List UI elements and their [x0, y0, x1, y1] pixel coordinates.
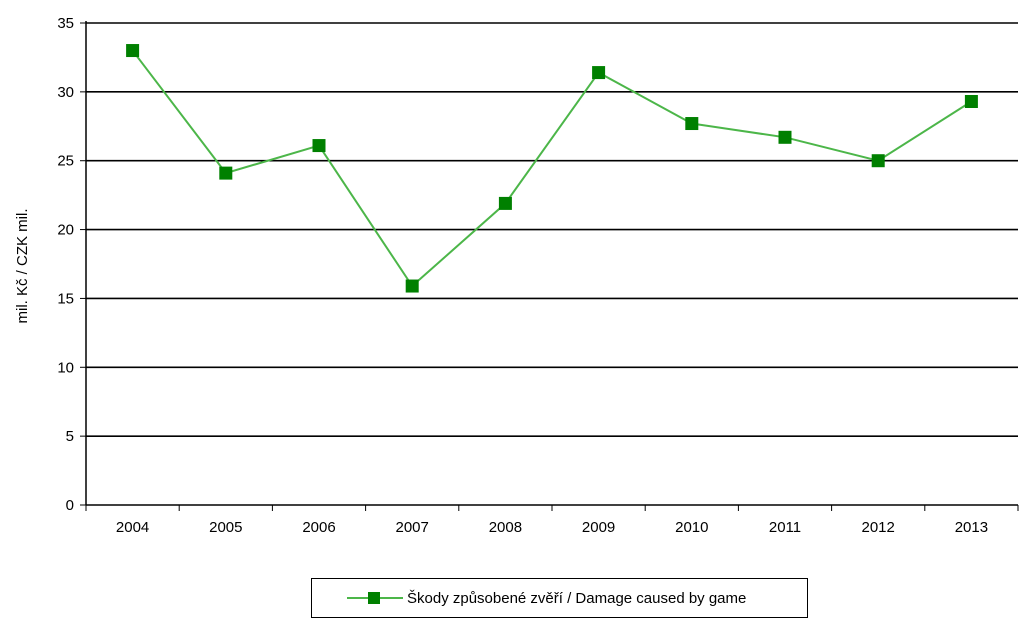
x-tick-label: 2009: [582, 519, 615, 536]
x-tick-label: 2011: [769, 519, 801, 536]
y-tick-labels: 0 5 10 15 20 25 30 35: [57, 15, 74, 514]
x-tick-labels: 2004 2005 2006 2007 2008 2009 2010 2011 2012 2013: [116, 519, 988, 536]
y-tick-label: 5: [66, 428, 74, 445]
data-point-marker: [965, 95, 978, 108]
data-point-marker: [779, 131, 792, 144]
axes: [80, 21, 1018, 511]
y-tick-label: 0: [66, 497, 74, 514]
y-tick-label: 10: [57, 359, 74, 376]
x-tick-label: 2013: [955, 519, 988, 536]
gridlines: [86, 23, 1018, 436]
data-point-marker: [685, 117, 698, 130]
legend-label: Škody způsobené zvěří / Damage caused by…: [407, 590, 746, 607]
y-tick-label: 25: [57, 153, 74, 170]
data-point-marker: [592, 66, 605, 79]
x-tick-label: 2006: [302, 519, 335, 536]
x-tick-label: 2010: [675, 519, 708, 536]
x-tick-label: 2007: [396, 519, 429, 536]
y-tick-label: 20: [57, 222, 74, 239]
x-tick-label: 2004: [116, 519, 149, 536]
data-point-marker: [313, 139, 326, 152]
x-tick-label: 2005: [209, 519, 242, 536]
legend-swatch-icon: [347, 591, 403, 605]
data-point-marker: [872, 154, 885, 167]
data-point-marker: [219, 167, 232, 180]
y-tick-label: 35: [57, 15, 74, 32]
y-tick-label: 30: [57, 84, 74, 101]
legend: Škody způsobené zvěří / Damage caused by…: [311, 578, 808, 618]
data-point-marker: [499, 197, 512, 210]
data-point-marker: [406, 280, 419, 293]
y-tick-label: 15: [57, 290, 74, 307]
series-line: [133, 51, 972, 286]
x-tick-label: 2012: [862, 519, 895, 536]
series-group: [126, 44, 978, 292]
y-axis-label: mil. Kč / CZK mil.: [14, 209, 31, 324]
data-point-marker: [126, 44, 139, 57]
x-tick-label: 2008: [489, 519, 522, 536]
